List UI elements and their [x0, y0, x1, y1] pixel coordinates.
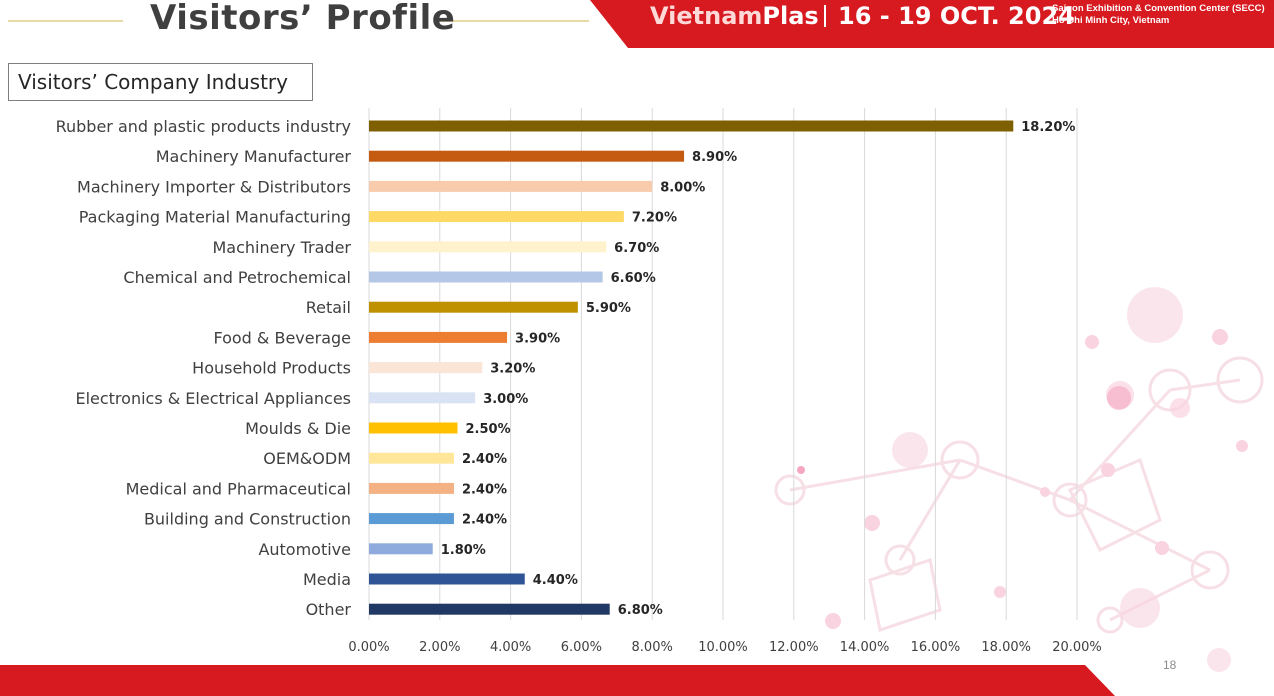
x-tick-label: 10.00% — [698, 640, 748, 655]
brand-separator — [824, 5, 826, 27]
data-label: 6.80% — [618, 603, 663, 618]
bar — [369, 362, 483, 374]
category-label: Retail — [306, 298, 351, 317]
x-tick-label: 2.00% — [419, 640, 460, 655]
page-title: Visitors’ Profile — [150, 0, 456, 38]
bar — [369, 513, 454, 525]
category-label: Medical and Pharmaceutical — [126, 479, 351, 498]
x-tick-label: 14.00% — [840, 640, 890, 655]
category-label: Machinery Importer & Distributors — [77, 177, 351, 196]
category-label: Media — [303, 570, 351, 589]
data-label: 2.50% — [466, 422, 511, 437]
data-label: 5.90% — [586, 301, 631, 316]
bar — [369, 603, 610, 615]
molecule-background-decoration — [774, 287, 1264, 672]
bar — [369, 150, 685, 162]
data-label: 2.40% — [462, 482, 507, 497]
bar — [369, 392, 476, 404]
data-label: 18.20% — [1021, 120, 1075, 135]
venue-line-1: Saigon Exhibition & Convention Center (S… — [1052, 3, 1265, 14]
data-label: 8.90% — [692, 150, 737, 165]
category-label: Food & Beverage — [213, 328, 351, 347]
bar — [369, 452, 454, 464]
bar — [369, 211, 624, 223]
data-label: 6.60% — [611, 271, 656, 286]
data-label: 3.20% — [490, 362, 535, 377]
section-title-box: Visitors’ Company Industry — [8, 63, 313, 101]
category-label: Rubber and plastic products industry — [56, 117, 351, 136]
bar — [369, 271, 603, 283]
data-label: 6.70% — [614, 241, 659, 256]
category-label: Machinery Trader — [213, 238, 352, 257]
footer-band — [0, 665, 1115, 696]
category-label: Machinery Manufacturer — [156, 147, 352, 166]
data-label: 7.20% — [632, 211, 677, 226]
data-label: 3.90% — [515, 331, 560, 346]
category-label: OEM&ODM — [263, 449, 351, 468]
category-label: Automotive — [258, 540, 351, 559]
bar — [369, 180, 653, 192]
x-tick-label: 18.00% — [981, 640, 1031, 655]
data-label: 8.00% — [660, 180, 705, 195]
data-label: 2.40% — [462, 513, 507, 528]
section-title: Visitors’ Company Industry — [18, 70, 288, 94]
category-label: Moulds & Die — [245, 419, 351, 438]
title-rule-left — [8, 20, 123, 22]
category-label: Building and Construction — [144, 510, 351, 529]
data-label: 1.80% — [441, 543, 486, 558]
category-label: Electronics & Electrical Appliances — [75, 389, 351, 408]
bar — [369, 241, 607, 253]
brand-logo-part2: Plas — [762, 2, 819, 30]
page-number: 18 — [1163, 658, 1177, 672]
brand-logo-part1: Vietnam — [650, 2, 763, 30]
data-label: 4.40% — [533, 573, 578, 588]
x-tick-label: 20.00% — [1052, 640, 1102, 655]
category-label: Other — [306, 600, 352, 619]
brand-logo: VietnamPlas — [650, 2, 819, 30]
bar — [369, 331, 508, 343]
event-dates: 16 - 19 OCT. 2024 — [838, 2, 1075, 30]
bar — [369, 543, 433, 555]
bar — [369, 573, 525, 585]
x-tick-label: 8.00% — [632, 640, 673, 655]
category-label: Chemical and Petrochemical — [123, 268, 351, 287]
bar — [369, 422, 458, 434]
x-tick-label: 4.00% — [490, 640, 531, 655]
category-label: Packaging Material Manufacturing — [79, 208, 351, 227]
x-tick-label: 6.00% — [561, 640, 602, 655]
bar — [369, 120, 1014, 132]
data-label: 2.40% — [462, 452, 507, 467]
x-tick-label: 0.00% — [348, 640, 389, 655]
category-label: Household Products — [192, 359, 351, 378]
venue-line-2: Ho Chi Minh City, Vietnam — [1052, 15, 1170, 26]
x-tick-label: 12.00% — [769, 640, 819, 655]
industry-bar-chart: 0.00% 2.00% 4.00% 6.00% 8.00% 10.00% 12.00% 14.… — [56, 108, 1102, 655]
data-label: 3.00% — [483, 392, 528, 407]
bar — [369, 301, 578, 313]
title-rule-right — [437, 20, 589, 22]
x-tick-label: 16.00% — [911, 640, 961, 655]
bar — [369, 482, 454, 494]
event-banner — [590, 0, 1274, 48]
event-venue: Saigon Exhibition & Convention Center (S… — [1052, 3, 1265, 27]
